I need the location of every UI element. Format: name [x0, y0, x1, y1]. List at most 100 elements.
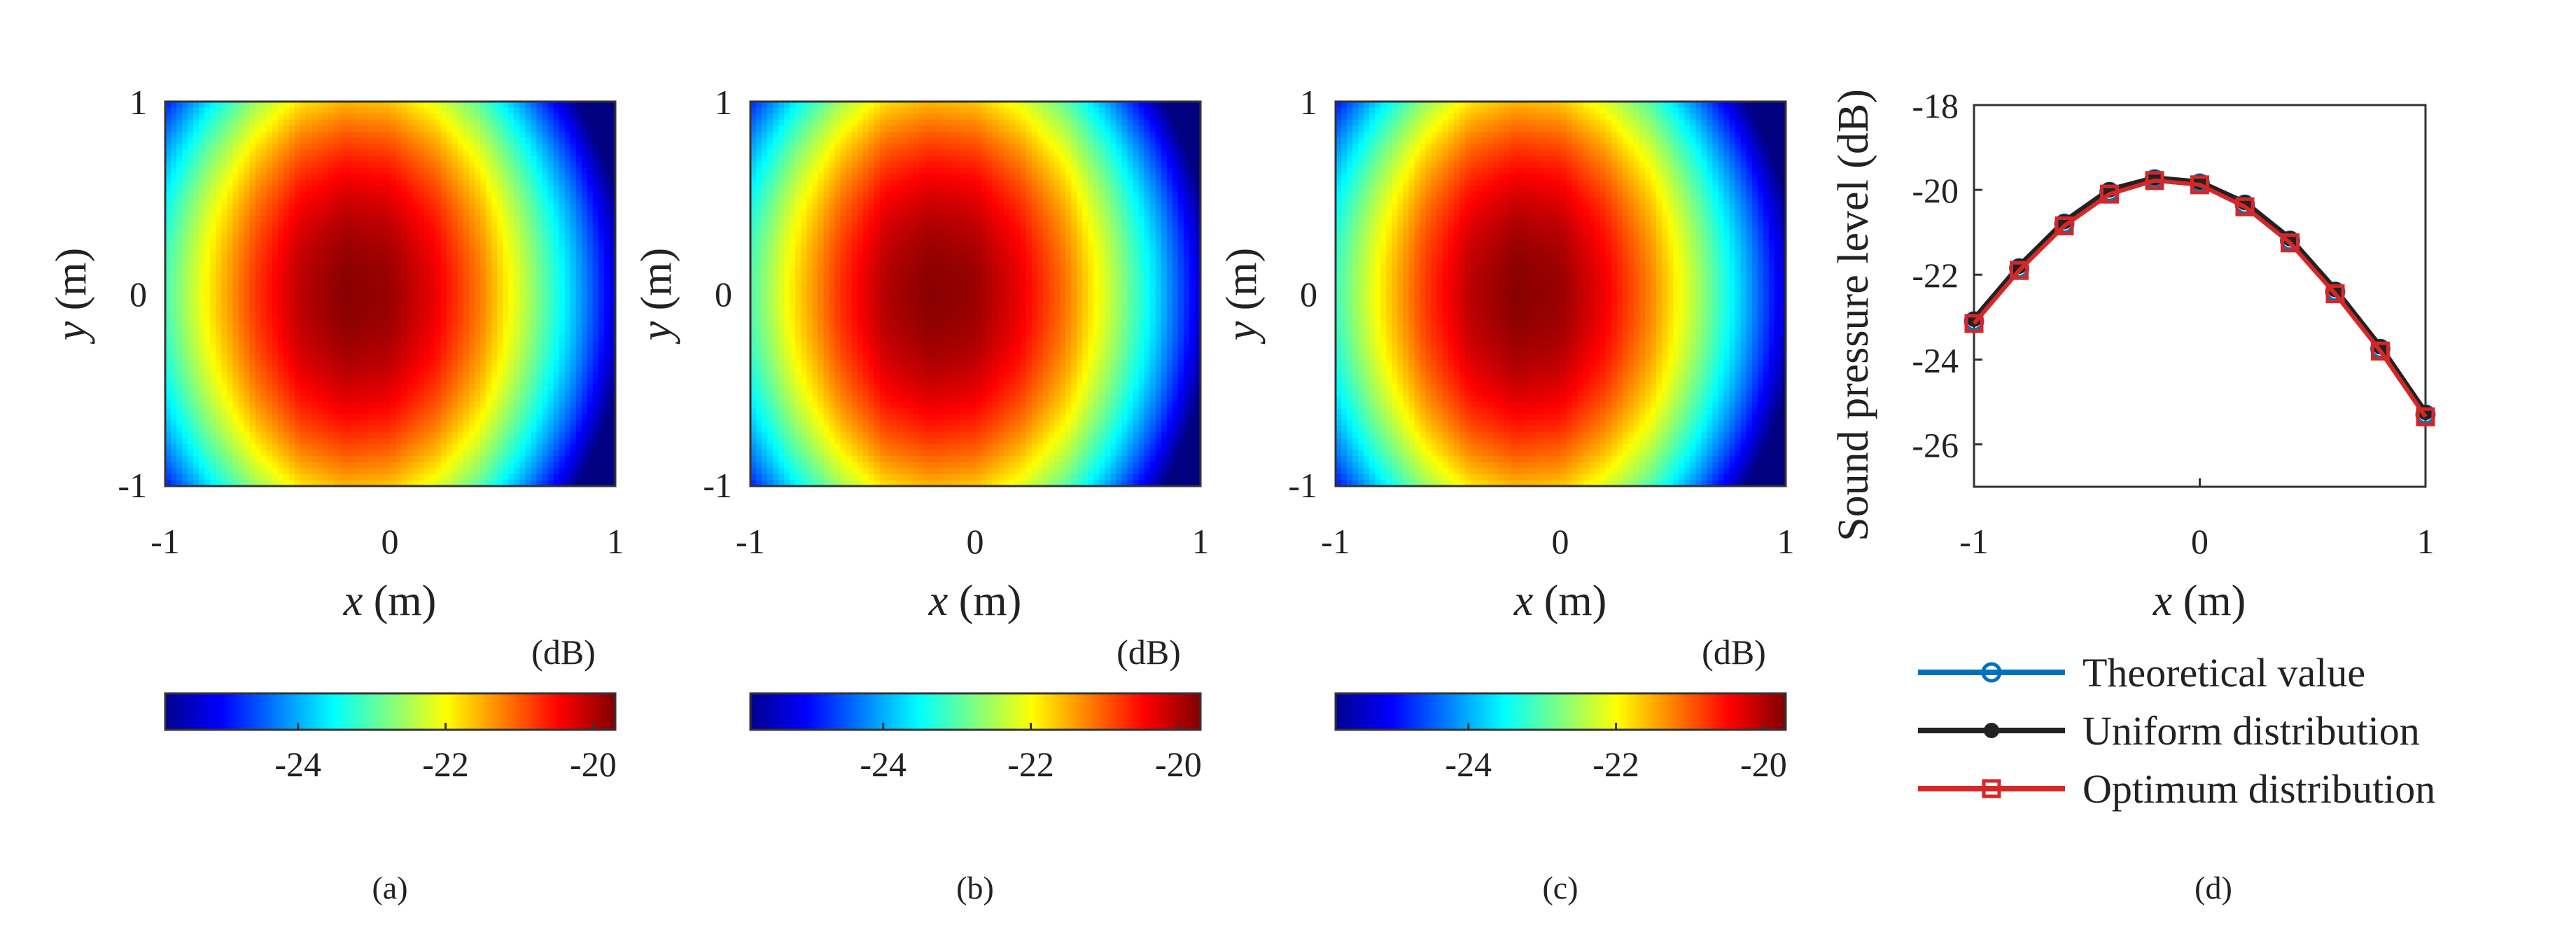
heatmap-cell [435, 372, 442, 379]
heatmap-cell [440, 203, 447, 211]
heatmap-cell [390, 179, 397, 186]
heatmap-cell [249, 305, 256, 313]
heatmap-cell [317, 125, 323, 132]
heatmap-cell [249, 401, 256, 409]
heatmap-cell [547, 240, 554, 247]
heatmap-cell [232, 473, 239, 481]
heatmap-cell [440, 107, 447, 114]
heatmap-cell [475, 329, 481, 337]
heatmap-cell [373, 468, 380, 475]
heatmap-cell [232, 354, 239, 361]
heatmap-cell [305, 396, 312, 403]
heatmap-cell [221, 443, 228, 451]
heatmap-cell [553, 324, 560, 331]
heatmap-cell [351, 443, 358, 451]
heatmap-cell [311, 335, 318, 342]
heatmap-cell [328, 335, 335, 342]
heatmap-cell [536, 258, 543, 265]
heatmap-cell [379, 125, 386, 132]
heatmap-cell [480, 215, 486, 223]
heatmap-cell [216, 173, 223, 181]
heatmap-cell [356, 372, 363, 379]
heatmap-cell [340, 270, 346, 277]
heatmap-cell [457, 215, 464, 223]
heatmap-cell [232, 102, 239, 109]
heatmap-cell [475, 438, 481, 445]
heatmap-cell [216, 354, 223, 361]
heatmap-cell [345, 233, 352, 241]
heatmap-cell [351, 366, 358, 373]
heatmap-cell [244, 221, 251, 228]
heatmap-cell [525, 191, 532, 199]
heatmap-cell [525, 354, 532, 361]
heatmap-cell [266, 354, 273, 361]
heatmap-cell [238, 113, 245, 120]
heatmap-cell [514, 167, 521, 174]
heatmap-cell [266, 456, 273, 463]
heatmap-cell [446, 354, 453, 361]
heatmap-cell [171, 468, 177, 475]
heatmap-cell [384, 287, 391, 295]
heatmap-cell [440, 408, 447, 415]
heatmap-cell [199, 233, 206, 241]
heatmap-cell [340, 102, 346, 109]
heatmap-cell [266, 179, 273, 186]
heatmap-cell [592, 263, 599, 270]
heatmap-cell [288, 119, 295, 127]
heatmap-cell [581, 426, 588, 433]
heatmap-cell [199, 240, 206, 247]
heatmap-cell [328, 480, 335, 487]
heatmap-cell [407, 282, 414, 289]
heatmap-cell [592, 251, 599, 258]
heatmap-cell [491, 149, 498, 157]
heatmap-cell [272, 420, 279, 427]
heatmap-cell [514, 125, 521, 132]
heatmap-cell [418, 401, 425, 409]
heatmap-cell [345, 396, 352, 403]
heatmap-cell [407, 414, 414, 421]
heatmap-cell [570, 300, 577, 307]
heatmap-cell [457, 287, 464, 295]
heatmap-cell [188, 420, 194, 427]
heatmap-cell [199, 408, 206, 415]
heatmap-cell [503, 431, 510, 439]
heatmap-cell [351, 396, 358, 403]
heatmap-cell [592, 462, 599, 469]
heatmap-cell [519, 209, 526, 216]
heatmap-cell [272, 456, 279, 463]
heatmap-cell [536, 245, 543, 253]
heatmap-cell [503, 473, 510, 481]
heatmap-cell [328, 215, 335, 223]
heatmap-cell [182, 401, 188, 409]
heatmap-cell [227, 443, 234, 451]
heatmap-cell [227, 401, 234, 409]
heatmap-cell [368, 359, 374, 367]
heatmap-cell [598, 209, 605, 216]
heatmap-cell [283, 137, 290, 144]
heatmap-cell [232, 408, 239, 415]
heatmap-cell [519, 473, 526, 481]
heatmap-cell [266, 144, 273, 151]
heatmap-cell [294, 408, 301, 415]
heatmap-cell [531, 258, 538, 265]
heatmap-cell [469, 347, 475, 355]
heatmap-cell [165, 300, 172, 307]
heatmap-cell [171, 221, 177, 228]
heatmap-cell [440, 282, 447, 289]
heatmap-cell [283, 438, 290, 445]
heatmap-cell [475, 378, 481, 385]
heatmap-cell [283, 293, 290, 300]
heatmap-cell [272, 293, 279, 300]
heatmap-cell [216, 293, 223, 300]
heatmap-cell [193, 329, 200, 337]
heatmap-cell [384, 137, 391, 144]
heatmap-cell [587, 329, 594, 337]
heatmap-cell [592, 240, 599, 247]
heatmap-cell [463, 426, 470, 433]
heatmap-cell [373, 480, 380, 487]
heatmap-cell [463, 354, 470, 361]
heatmap-cell [575, 161, 582, 169]
heatmap-cell [171, 473, 177, 481]
heatmap-cell [412, 240, 419, 247]
heatmap-cell [587, 438, 594, 445]
